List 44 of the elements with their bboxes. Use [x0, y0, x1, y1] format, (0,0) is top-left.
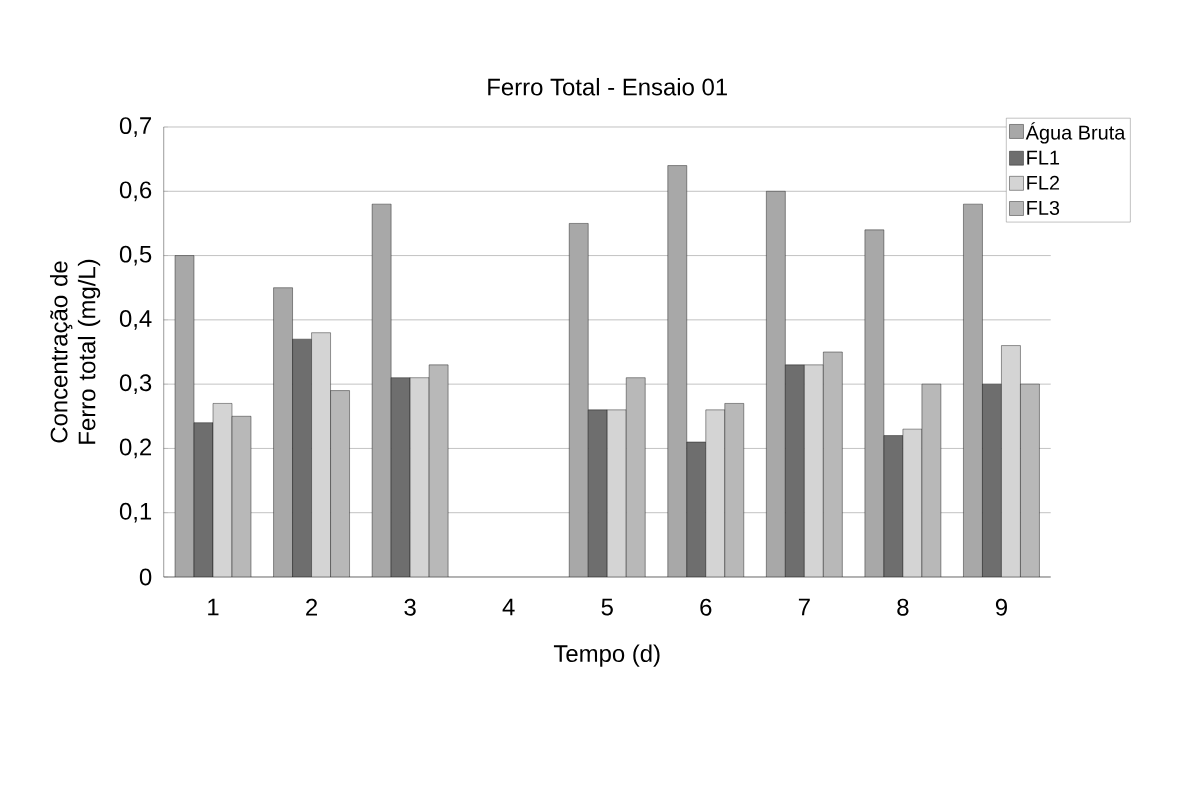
bar	[724, 403, 744, 577]
bar	[766, 191, 786, 577]
x-tick-label: 7	[798, 598, 810, 616]
x-tick-label: 9	[995, 598, 1007, 616]
x-tick-label: 3	[404, 598, 416, 616]
x-tick-label: 5	[601, 598, 613, 616]
legend-label: FL3	[1027, 200, 1060, 215]
y-tick-label: 0	[139, 568, 152, 586]
x-tick-label: 4	[502, 598, 515, 616]
y-tick-label: 0,3	[119, 374, 152, 395]
bar	[273, 287, 293, 577]
legend-label: FL1	[1027, 150, 1060, 165]
bar	[705, 409, 725, 577]
y-tick-label: 0,1	[119, 502, 152, 523]
y-tick-label: 0,5	[119, 245, 152, 266]
x-tick-label: 2	[306, 598, 317, 616]
chart-title: Ferro Total - Ensaio 01	[488, 77, 727, 96]
bar	[823, 352, 843, 577]
bar	[292, 339, 312, 577]
bar	[667, 165, 687, 577]
bar	[330, 390, 350, 577]
x-tick-label: 8	[897, 598, 909, 616]
bar	[1001, 345, 1021, 577]
bar	[982, 383, 1002, 577]
legend-label: Água Bruta	[1025, 122, 1126, 144]
bar	[1020, 383, 1040, 577]
y-tick-label: 0,2	[119, 438, 152, 459]
bar	[569, 223, 589, 577]
bar	[588, 409, 608, 577]
y-tick-label: 0,4	[119, 309, 152, 330]
legend-label: FL2	[1027, 175, 1060, 190]
y-axis-title: Concentração de Ferro total (mg/L)	[49, 259, 101, 444]
x-axis-title: Tempo (d)	[553, 644, 660, 667]
x-tick-label: 1	[208, 598, 219, 616]
bar	[785, 364, 805, 577]
bar	[626, 377, 646, 577]
bar	[686, 442, 706, 577]
y-tick-label: 0,7	[119, 117, 152, 137]
x-tick-label: 6	[700, 598, 712, 616]
bar	[607, 409, 627, 577]
bar	[311, 332, 331, 577]
bar	[963, 203, 983, 577]
y-tick-label: 0,6	[119, 181, 152, 202]
bar	[804, 364, 824, 577]
